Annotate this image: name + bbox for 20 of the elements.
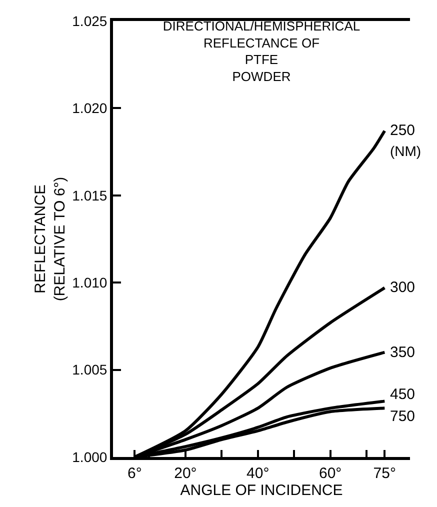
y-tick-label: 1.005 [72, 362, 108, 378]
x-axis-title: ANGLE OF INCIDENCE [180, 482, 343, 499]
annotation: (NM) [390, 143, 422, 159]
y-tick-label: 1.000 [72, 448, 108, 465]
x-tick-label: 40° [246, 465, 270, 482]
y-tick-label: 1.010 [72, 274, 108, 290]
y-tick-label: 1.015 [72, 187, 108, 204]
series-label: 250 [390, 122, 416, 139]
series-label: 350 [390, 344, 416, 361]
x-tick-label: 6° [128, 465, 142, 482]
y-tick-label: 1.025 [72, 12, 108, 29]
text: DIRECTIONAL/HEMISPHERICAL REFLECTANCE OF PTFE POWDER [162, 18, 360, 84]
series-label: 450 [390, 386, 416, 403]
y-tick-label: 1.020 [72, 100, 108, 116]
x-tick-label: 60° [318, 465, 342, 482]
y-axis-title: REFLECTANCE (RELATIVE TO 6°) [32, 176, 68, 302]
series-label: 750 [390, 408, 416, 425]
series-label: 300 [390, 279, 416, 296]
x-tick-label: 20° [174, 465, 197, 482]
x-tick-label: 75° [373, 465, 396, 482]
